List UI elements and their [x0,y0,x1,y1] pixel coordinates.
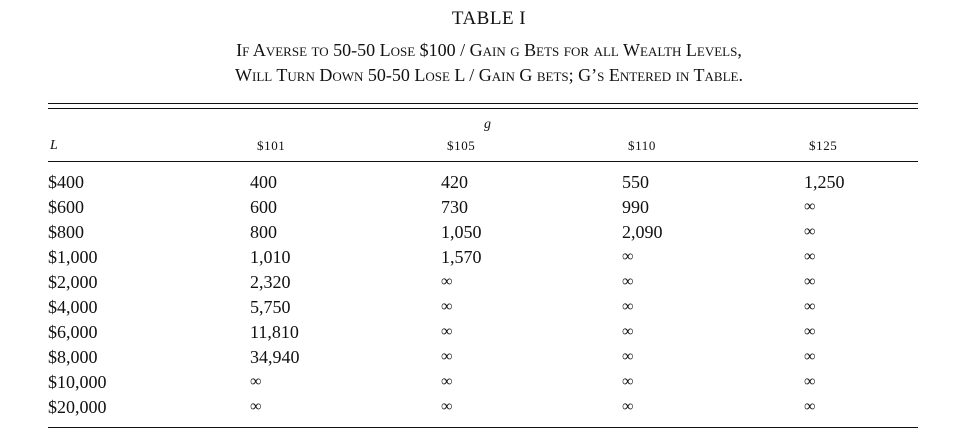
table-cell: 5,750 [250,297,291,317]
table-row-label: $6,000 [48,322,98,342]
table-cell: 800 [250,222,277,242]
table-cell: 34,940 [250,347,300,367]
table-cell: ∞ [250,373,262,390]
table-row-label: $600 [48,197,84,217]
table-cell: 1,050 [441,222,482,242]
table-cell: ∞ [622,248,634,265]
column-header-101: $101 [257,138,286,153]
table-row-label: $2,000 [48,272,98,292]
table-row-label: $20,000 [48,397,107,417]
column-header-110: $110 [628,138,656,153]
table-cell: 990 [622,197,649,217]
table-caption-line-2: Will Turn Down 50-50 Lose L / Gain G bet… [235,65,743,85]
table-row-label: $8,000 [48,347,98,367]
table-cell: 11,810 [250,322,299,342]
table-row-label: $400 [48,172,84,192]
table-cell: ∞ [622,348,634,365]
table-cell: 730 [441,197,468,217]
table-cell: ∞ [441,398,453,415]
table-cell: ∞ [441,348,453,365]
table-cell: ∞ [622,398,634,415]
table-cell: 2,090 [622,222,663,242]
column-header-125: $125 [809,138,838,153]
table-cell: ∞ [441,373,453,390]
table-cell: 400 [250,172,277,192]
table-row-label: $10,000 [48,372,107,392]
table-row-label: $1,000 [48,247,98,267]
table-cell: ∞ [804,398,816,415]
table-cell: ∞ [804,348,816,365]
table-cell: ∞ [622,298,634,315]
table-caption-line-1: If Averse to 50-50 Lose $100 / Gain g Be… [236,40,742,60]
table-cell: ∞ [441,298,453,315]
column-header-105: $105 [447,138,476,153]
table-cell: ∞ [804,323,816,340]
table-title: TABLE I [451,8,527,29]
top-double-rule-2 [48,108,918,109]
table-cell: ∞ [622,373,634,390]
table-cell: ∞ [250,398,262,415]
table-cell: ∞ [804,373,816,390]
table-cell: ∞ [804,273,816,290]
table-cell: 2,320 [250,272,291,292]
table-cell: 600 [250,197,277,217]
table-cell: ∞ [804,248,816,265]
table-cell: 550 [622,172,649,192]
table-cell: ∞ [441,273,453,290]
table-cell: ∞ [441,323,453,340]
header-rule [48,161,918,162]
table-cell: ∞ [622,323,634,340]
table-cell: 1,250 [804,172,845,192]
table-row-label: $800 [48,222,84,242]
table-cell: ∞ [804,198,816,215]
table-cell: ∞ [804,223,816,240]
table-row-label: $4,000 [48,297,98,317]
bottom-rule [48,427,918,428]
table-cell: 420 [441,172,468,192]
table-cell: 1,570 [441,247,482,267]
row-header-L: L [50,138,59,153]
table-cell: ∞ [622,273,634,290]
top-double-rule-1 [48,103,918,104]
table-cell: ∞ [804,298,816,315]
column-group-header-g: g [484,117,492,132]
table-cell: 1,010 [250,247,291,267]
